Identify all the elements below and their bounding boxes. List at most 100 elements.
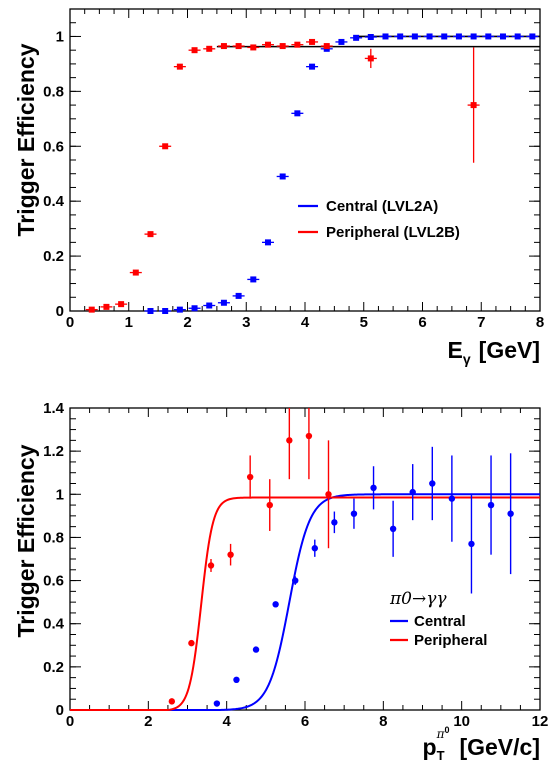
- top-point-peripheral: [232, 43, 245, 50]
- top-point-marker: [529, 33, 536, 40]
- top-point-peripheral: [144, 231, 157, 238]
- top-data-points: [85, 33, 539, 314]
- bottom-legend-label-central: Central: [414, 613, 466, 630]
- top-point-marker: [132, 269, 139, 276]
- bottom-point-marker: [272, 601, 279, 608]
- top-point-marker: [426, 33, 433, 40]
- top-point-central: [217, 299, 230, 306]
- bottom-legend: π0→γγ Central Peripheral: [389, 589, 487, 649]
- top-point-central: [467, 33, 480, 40]
- bottom-point-central: [507, 453, 514, 575]
- top-point-marker: [353, 34, 360, 41]
- top-point-marker: [367, 34, 374, 41]
- top-point-peripheral: [276, 43, 289, 50]
- bottom-legend-label-peripheral: Peripheral: [414, 632, 487, 649]
- top-point-central: [291, 110, 304, 117]
- top-x-axis-subscript: γ: [463, 351, 471, 367]
- top-point-central: [247, 276, 260, 283]
- top-point-central: [452, 33, 465, 40]
- bot-y-tick-label: 0.4: [43, 616, 65, 633]
- bottom-point-central: [487, 455, 495, 555]
- top-x-axis-symbol: E: [448, 337, 463, 363]
- top-point-central: [144, 308, 157, 314]
- top-point-marker: [309, 38, 316, 45]
- top-point-marker: [338, 38, 345, 45]
- bottom-point-marker: [370, 484, 377, 492]
- bottom-point-marker: [292, 577, 299, 584]
- top-point-marker: [250, 276, 257, 283]
- bottom-point-peripheral: [227, 543, 234, 566]
- top-point-marker: [367, 55, 374, 62]
- bottom-point-marker: [286, 437, 293, 444]
- top-point-central: [379, 33, 392, 40]
- top-point-marker: [411, 33, 418, 40]
- bottom-point-central: [292, 576, 299, 585]
- top-point-marker: [499, 33, 506, 40]
- bot-y-tick-label: 0.2: [43, 659, 64, 676]
- top-point-marker: [514, 33, 521, 40]
- bottom-point-marker: [188, 639, 195, 647]
- top-point-central: [394, 33, 407, 40]
- top-point-central: [438, 33, 451, 40]
- bottom-chart: 0 2 4 6 8 10 12 0 0.2 0.4 0.6 0.8 1 1.2 1.4 Trigger E…: [13, 400, 548, 763]
- bottom-point-peripheral: [246, 455, 254, 499]
- bottom-x-axis-subscript: T: [437, 748, 445, 763]
- top-point-peripheral: [203, 45, 216, 52]
- bot-x-tick-label: 6: [301, 713, 309, 730]
- top-point-peripheral: [364, 48, 377, 69]
- bottom-point-marker: [448, 495, 456, 502]
- bottom-point-central: [213, 700, 221, 707]
- top-point-marker: [191, 305, 198, 312]
- bottom-point-central: [448, 455, 456, 542]
- bottom-x-axis-symbol: p: [423, 734, 437, 760]
- top-point-central: [173, 306, 186, 313]
- top-point-marker: [206, 45, 213, 52]
- top-point-marker: [279, 43, 286, 50]
- top-x-tick-label: 6: [418, 314, 426, 331]
- top-point-marker: [294, 110, 301, 117]
- top-point-marker: [485, 33, 492, 40]
- top-point-central: [335, 38, 348, 45]
- top-point-central: [482, 33, 495, 40]
- bottom-point-peripheral: [286, 408, 293, 480]
- bottom-point-central: [233, 676, 240, 683]
- bottom-plot-frame: [69, 407, 541, 711]
- top-point-central: [306, 63, 319, 70]
- top-point-central: [188, 305, 201, 312]
- bottom-y-tick-labels: 0 0.2 0.4 0.6 0.8 1 1.2 1.4: [43, 400, 65, 719]
- top-point-central: [159, 308, 172, 314]
- top-x-tick-label: 7: [477, 314, 485, 331]
- top-point-peripheral: [217, 43, 230, 50]
- bottom-point-marker: [311, 545, 318, 552]
- top-point-marker: [176, 63, 183, 70]
- top-point-peripheral: [467, 47, 480, 163]
- top-x-tick-label: 2: [183, 314, 191, 331]
- bottom-fit-curves: [70, 493, 540, 711]
- top-point-marker: [455, 33, 462, 40]
- bot-x-tick-label: 12: [532, 713, 549, 730]
- top-point-marker: [382, 33, 389, 40]
- top-point-marker: [162, 143, 169, 150]
- top-chart: 0 1 2 3 4 5 6 7 8 0 0.2 0.4 0.6 0.8 1 Trigger Efficie…: [13, 8, 544, 367]
- top-x-axis-title: Eγ [GeV]: [448, 337, 540, 367]
- top-point-peripheral: [320, 43, 333, 50]
- bot-y-tick-label: 1: [56, 486, 64, 503]
- top-point-marker: [220, 43, 227, 50]
- bottom-y-axis-title: Trigger Efficiency: [13, 444, 39, 637]
- bottom-fit-curve-peripheral: [70, 496, 540, 711]
- top-point-marker: [176, 306, 183, 313]
- top-x-tick-label: 5: [360, 314, 368, 331]
- bottom-point-marker: [409, 488, 416, 496]
- bottom-point-marker: [252, 646, 260, 653]
- top-point-peripheral: [306, 38, 319, 45]
- bottom-fit-curve-central: [70, 493, 540, 711]
- top-point-marker: [441, 33, 448, 40]
- bottom-point-central: [370, 466, 377, 510]
- bottom-x-tick-labels: 0 2 4 6 8 10 12: [66, 713, 549, 730]
- top-point-central: [511, 33, 524, 40]
- top-point-central: [232, 292, 245, 299]
- bot-y-tick-label: 1.2: [43, 443, 64, 460]
- top-point-marker: [250, 44, 257, 51]
- bottom-point-peripheral: [266, 479, 273, 531]
